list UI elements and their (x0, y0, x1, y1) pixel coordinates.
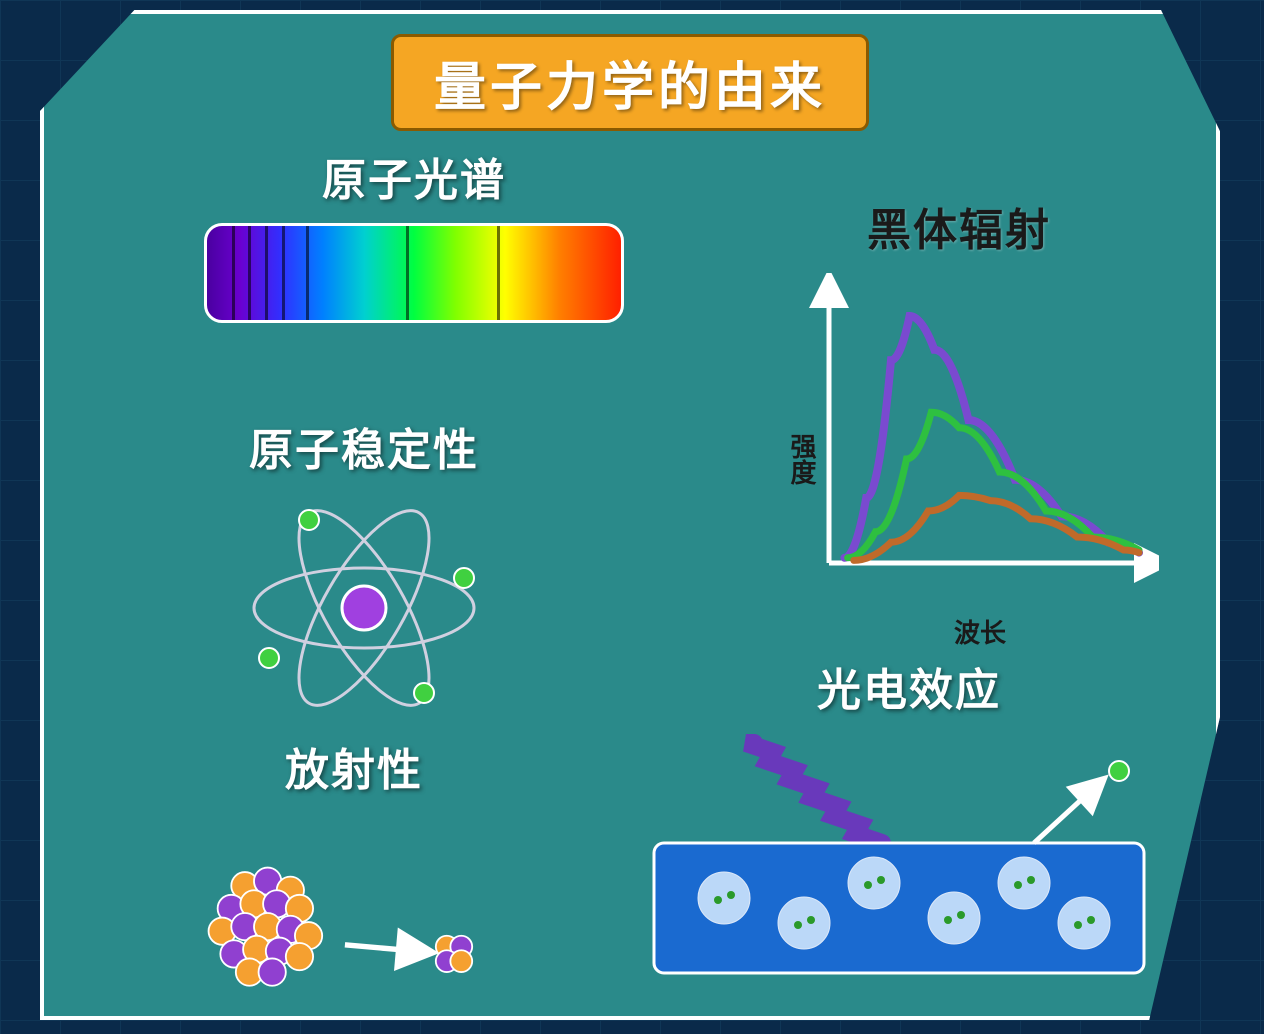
blackbody-xlabel: 波长 (954, 613, 1006, 650)
atom-stability-title: 原子稳定性 (224, 414, 504, 478)
spectrum-absorption-line (306, 226, 309, 320)
spectrum-absorption-line (248, 226, 251, 320)
atom-diagram (224, 493, 504, 723)
spectrum-absorption-line (265, 226, 268, 320)
photoelectric-svg (634, 733, 1154, 983)
photoelectric-diagram (634, 733, 1154, 983)
spectrum-bar (204, 223, 624, 323)
blackbody-ylabel: 强度 (784, 433, 821, 485)
section-radioactivity: 放射性 (164, 734, 544, 1018)
spectrum-absorption-line (406, 226, 409, 320)
page-title: 量子力学的由来 (391, 34, 869, 131)
section-atomic-spectrum: 原子光谱 (204, 144, 624, 323)
spectrum-absorption-line (282, 226, 285, 320)
radioactivity-diagram (164, 813, 544, 1013)
spectrum-title: 原子光谱 (204, 144, 624, 208)
photoelectric-title: 光电效应 (634, 654, 1184, 718)
radioactivity-title: 放射性 (164, 734, 544, 798)
section-photoelectric: 光电效应 (634, 654, 1184, 983)
spectrum-absorption-line (232, 226, 235, 320)
section-atom-stability: 原子稳定性 (224, 414, 504, 728)
main-panel: 量子力学的由来 原子光谱 黑体辐射 强度 波长 原子稳定性 放射性 光电效应 (40, 10, 1220, 1020)
spectrum-absorption-line (497, 226, 500, 320)
blackbody-title: 黑体辐射 (744, 194, 1174, 258)
section-blackbody: 黑体辐射 强度 波长 (744, 194, 1174, 598)
